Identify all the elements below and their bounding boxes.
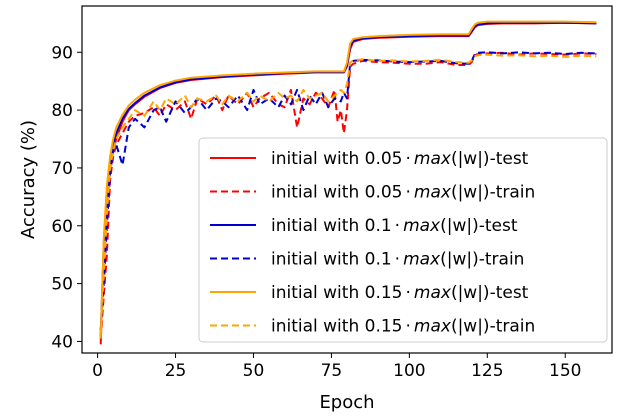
y-axis-label: Accuracy (%) [18, 120, 39, 239]
legend-entry-label: initial with 0.1 · max(|w|)-train [271, 250, 524, 270]
legend-entry-label: initial with 0.05 · max(|w|)-train [271, 183, 535, 203]
legend-entry-label: initial with 0.05 · max(|w|)-test [271, 149, 529, 169]
y-tick-label: 60 [51, 217, 73, 237]
y-tick-label: 40 [51, 332, 73, 352]
y-tick-label: 50 [51, 275, 73, 295]
series-line-2 [99, 51, 597, 339]
series-layer [99, 20, 597, 345]
legend-entry-label: initial with 0.15 · max(|w|)-train [271, 317, 535, 337]
x-tick-label: 0 [92, 361, 103, 381]
x-tick-label: 100 [393, 361, 425, 381]
legend-box [198, 137, 608, 343]
legend-entry-label: initial with 0.1 · max(|w|)-test [271, 216, 518, 236]
x-tick-label: 50 [243, 361, 265, 381]
y-tick-label: 70 [51, 159, 73, 179]
x-tick-label: 125 [471, 361, 503, 381]
series-line-6 [99, 53, 597, 336]
x-tick-label: 150 [549, 361, 581, 381]
y-axis: 40 50 60 70 80 90 [51, 43, 82, 352]
plot-frame [81, 5, 613, 354]
series-line-5 [99, 20, 597, 339]
y-tick-label: 80 [51, 101, 73, 121]
legend-entry-label: initial with 0.15 · max(|w|)-test [271, 283, 529, 303]
x-tick-label: 75 [321, 361, 343, 381]
legend: initial with 0.05 · max(|w|)-test initial w… [198, 137, 608, 343]
x-axis: 0 25 50 75 100 125 150 [92, 353, 581, 381]
x-axis-label: Epoch [319, 392, 374, 413]
y-tick-label: 90 [51, 43, 73, 63]
x-tick-label: 25 [165, 361, 187, 381]
